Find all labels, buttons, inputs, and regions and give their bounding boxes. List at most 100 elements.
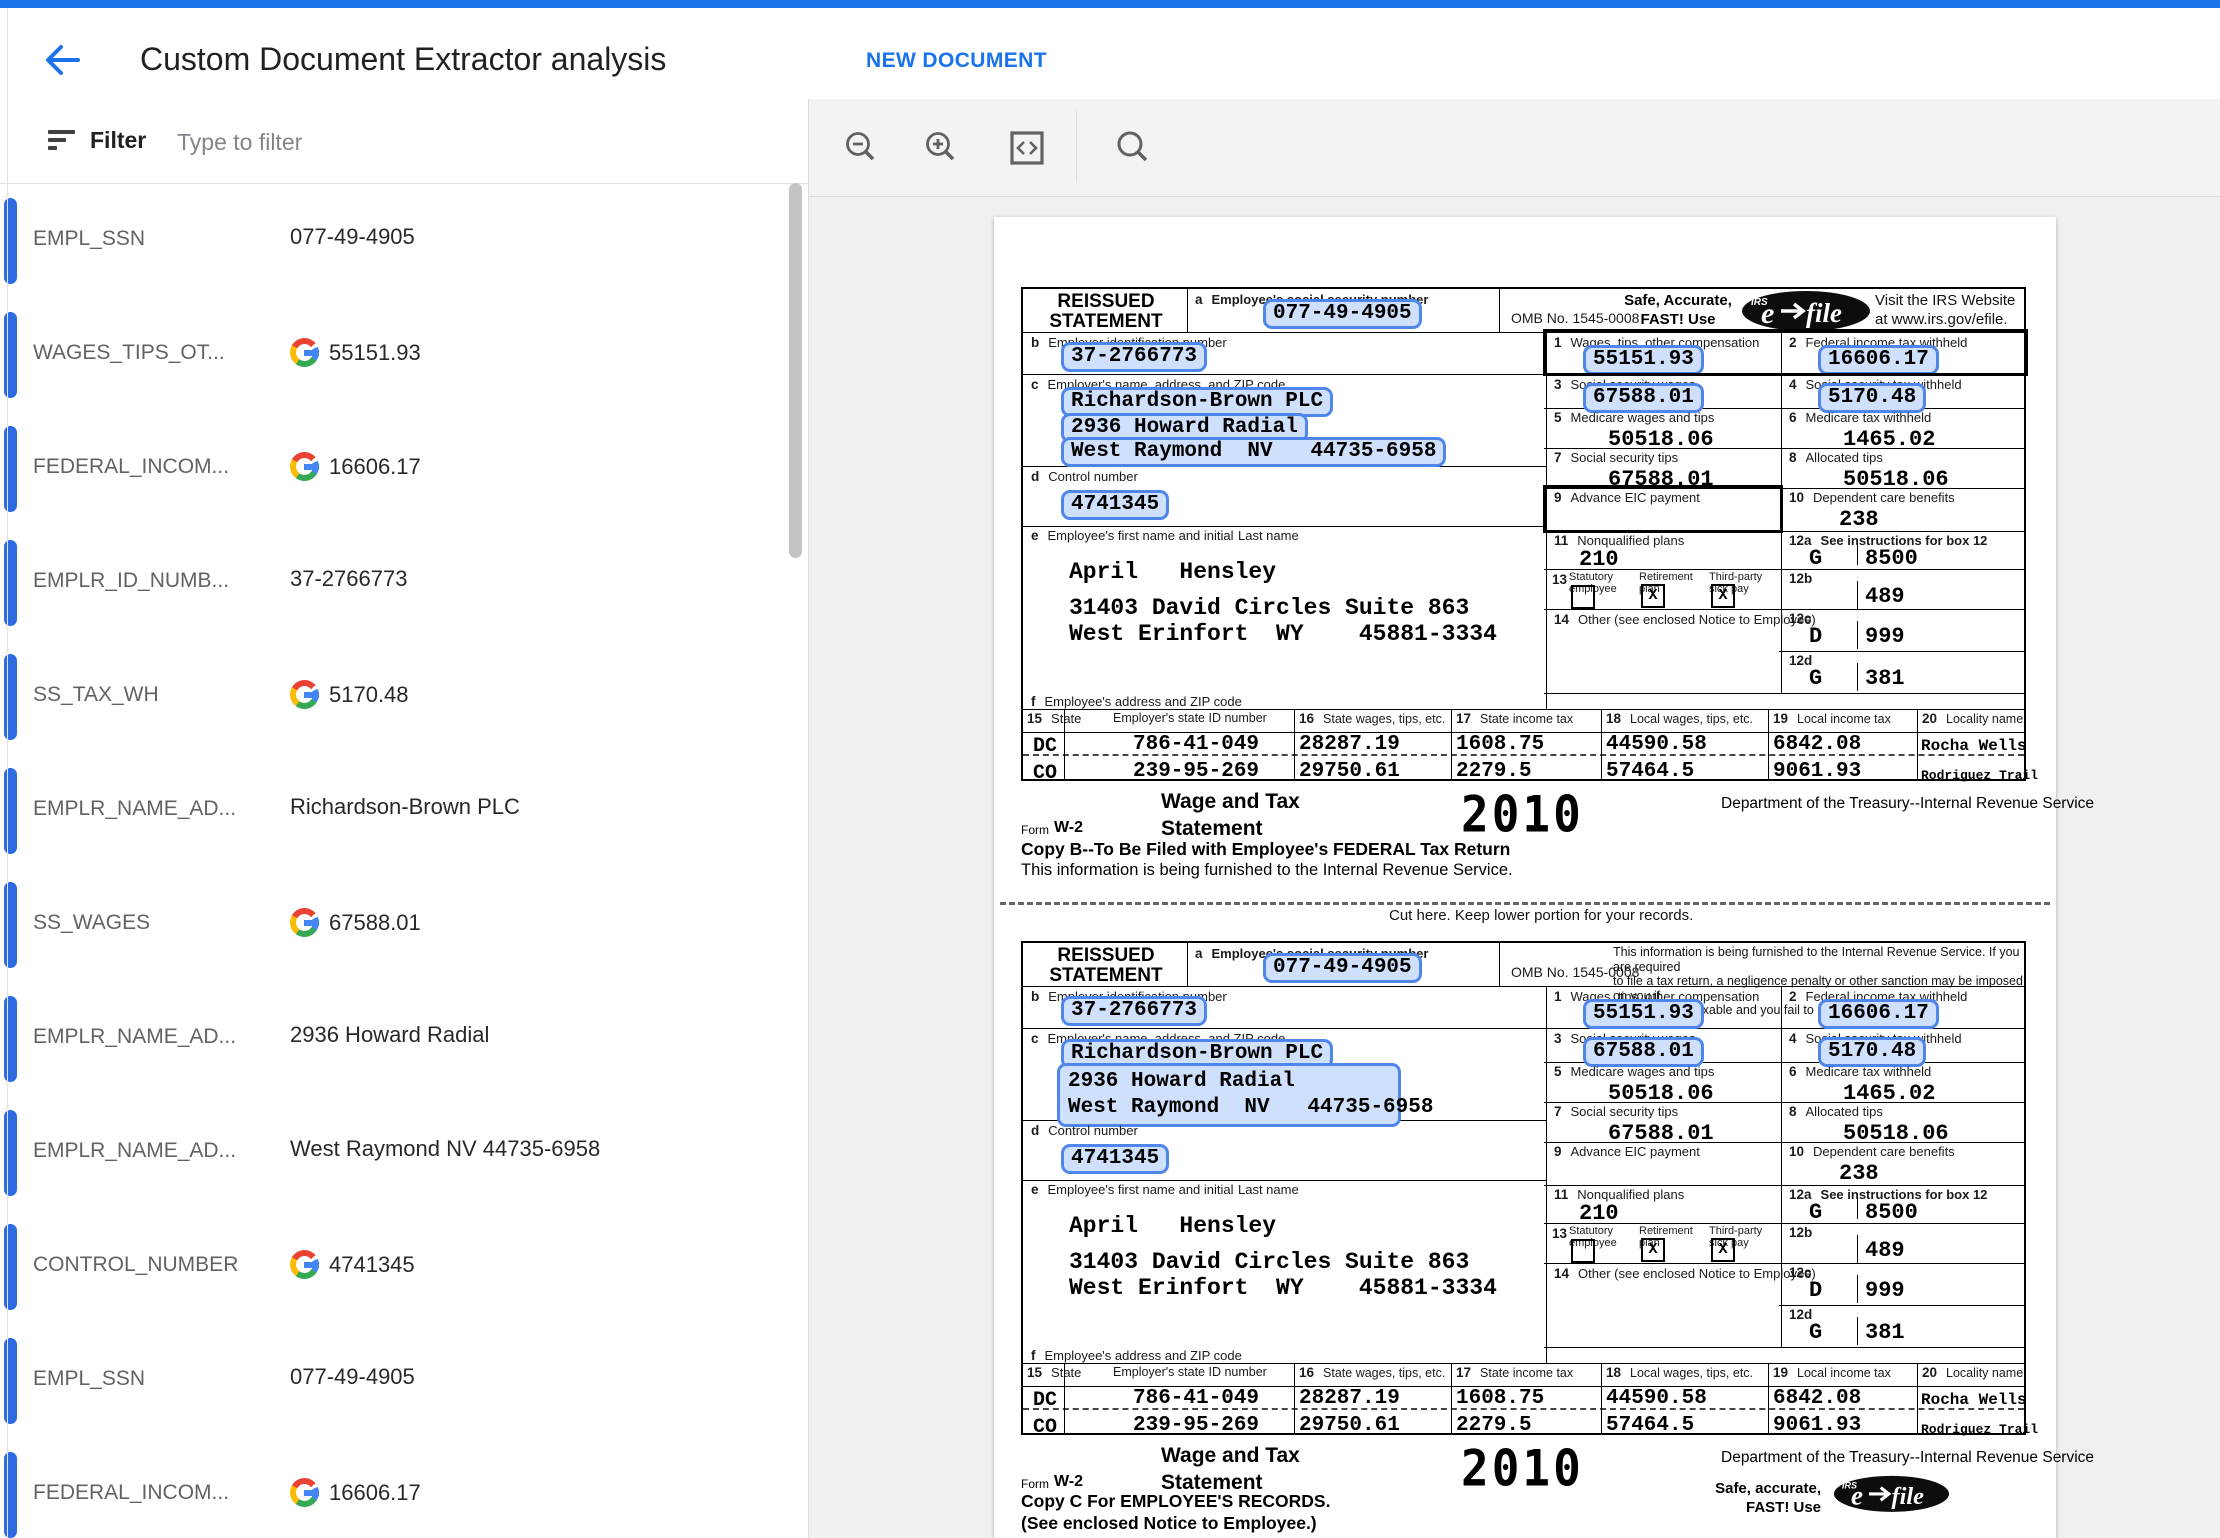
filter-label: Filter xyxy=(90,127,147,153)
entity-highlight[interactable]: 4741345 xyxy=(1061,490,1170,520)
field-value: 16606.17 xyxy=(290,1478,421,1507)
entity-highlight[interactable]: 077-49-4905 xyxy=(1263,299,1422,329)
w2-value: 1608.75 xyxy=(1456,733,1545,756)
field-label: SS_TAX_WH xyxy=(33,683,159,706)
w2-year: 2010 xyxy=(1461,1438,1584,1498)
w2-box-label: 12c xyxy=(1789,1265,1812,1280)
entity-highlight[interactable]: 5170.48 xyxy=(1818,1037,1927,1067)
w2-value: 44590.58 xyxy=(1606,1387,1707,1410)
w2-value: G xyxy=(1809,546,1823,571)
w2-value: 239-95-269 xyxy=(1133,1414,1260,1437)
w2-value: 9061.93 xyxy=(1773,760,1862,783)
back-arrow-icon[interactable] xyxy=(36,34,88,86)
w2-value: 2279.5 xyxy=(1456,760,1532,783)
field-row[interactable]: EMPLR_ID_NUMB... 37-2766773 xyxy=(0,526,790,640)
w2-box-label: 17 State income tax xyxy=(1456,1365,1574,1380)
entity-highlight[interactable]: 4741345 xyxy=(1061,1144,1170,1174)
field-row[interactable]: EMPLR_NAME_AD... Richardson-Brown PLC xyxy=(0,754,790,868)
entity-highlight[interactable]: 16606.17 xyxy=(1818,345,1939,375)
field-list-scrollbar[interactable] xyxy=(789,183,802,558)
field-value: 077-49-4905 xyxy=(290,1364,415,1390)
new-document-button[interactable]: NEW DOCUMENT xyxy=(866,49,1047,72)
w2-value: 489 xyxy=(1865,584,1905,609)
field-row[interactable]: EMPLR_NAME_AD... West Raymond NV 44735-69… xyxy=(0,1096,790,1210)
app-header: Custom Document Extractor analysis NEW D… xyxy=(0,8,2220,100)
w2-box-label: 15 State xyxy=(1027,1365,1082,1380)
field-value-text: West Raymond NV 44735-6958 xyxy=(290,1136,601,1161)
field-row[interactable]: SS_WAGES 67588.01 xyxy=(0,868,790,982)
entity-highlight[interactable]: 5170.48 xyxy=(1818,383,1927,413)
field-row[interactable]: WAGES_TIPS_OT... 55151.93 xyxy=(0,298,790,412)
entity-highlight[interactable]: 67588.01 xyxy=(1583,383,1704,413)
w2-locality: Rodriguez Trail xyxy=(1921,768,2039,783)
entity-highlight[interactable]: West Raymond NV 44735-6958 xyxy=(1061,437,1447,467)
search-icon[interactable] xyxy=(1111,126,1155,170)
w2-grid-line xyxy=(1781,332,1782,693)
field-highlight-bar xyxy=(4,198,17,284)
panel-left-border xyxy=(7,8,8,1538)
entity-highlight[interactable]: 55151.93 xyxy=(1583,345,1704,375)
filter-row: Filter xyxy=(0,99,808,184)
w2-box-label: 20 Locality name xyxy=(1922,711,2024,726)
w2-grid-line xyxy=(1544,488,2024,489)
w2-value: D xyxy=(1809,1278,1823,1303)
w2-value: 50518.06 xyxy=(1843,467,1949,492)
w2-wage-tax-title: Wage and Tax Statement xyxy=(1161,790,1300,840)
w2-checkbox xyxy=(1571,1239,1595,1263)
w2-value: 786-41-049 xyxy=(1133,1387,1260,1410)
field-row[interactable]: SS_TAX_WH 5170.48 xyxy=(0,640,790,754)
w2-value: G xyxy=(1809,1320,1823,1345)
field-value-text: 16606.17 xyxy=(329,1479,421,1505)
field-row[interactable]: EMPL_SSN 077-49-4905 xyxy=(0,1324,790,1438)
entity-highlight[interactable]: 077-49-4905 xyxy=(1263,953,1422,983)
w2-value: West Erinfort WY 45881-3334 xyxy=(1069,621,1497,647)
w2-12-divider xyxy=(1857,1317,1858,1345)
field-row[interactable]: FEDERAL_INCOM... 16606.17 xyxy=(0,412,790,526)
entity-highlight[interactable]: 37-2766773 xyxy=(1061,342,1208,372)
efile-logo: IRS e file xyxy=(1833,1475,1950,1513)
field-label: EMPLR_NAME_AD... xyxy=(33,1025,237,1048)
zoom-out-icon[interactable] xyxy=(839,126,883,170)
code-view-icon[interactable] xyxy=(1005,126,1049,170)
field-value-text: 077-49-4905 xyxy=(290,1364,415,1389)
field-row[interactable]: FEDERAL_INCOM... 16606.17 xyxy=(0,1438,790,1538)
w2-grid-line xyxy=(1779,651,2024,652)
field-value: 077-49-4905 xyxy=(290,224,415,250)
entity-highlight[interactable]: 16606.17 xyxy=(1818,999,1939,1029)
field-row[interactable]: EMPLR_NAME_AD... 2936 Howard Radial xyxy=(0,982,790,1096)
w2-value: DC xyxy=(1033,1389,1058,1412)
w2-box-label: Employer's state ID number xyxy=(1113,1365,1267,1379)
field-value-text: 55151.93 xyxy=(329,339,421,365)
toolbar-divider xyxy=(1076,111,1077,183)
w2-checkbox: X xyxy=(1711,1238,1735,1262)
w2-value: 50518.06 xyxy=(1608,427,1714,452)
field-highlight-bar xyxy=(4,426,17,512)
w2-grid-line xyxy=(1187,289,1188,332)
extracted-fields-panel: Filter EMPL_SSN 077-49-4905 WAGES_TIPS_OT.… xyxy=(0,99,808,1538)
w2-form-word: Form xyxy=(1021,823,1049,837)
w2-value: 67588.01 xyxy=(1608,467,1714,492)
zoom-in-icon[interactable] xyxy=(919,126,963,170)
entity-highlight[interactable]: 67588.01 xyxy=(1583,1037,1704,1067)
field-label: EMPLR_NAME_AD... xyxy=(33,1139,237,1162)
w2-value: 210 xyxy=(1579,547,1619,572)
field-row[interactable]: EMPL_SSN 077-49-4905 xyxy=(0,184,790,298)
field-value-text: 4741345 xyxy=(329,1251,415,1277)
w2-grid-line xyxy=(1781,986,1782,1347)
w2-value: G xyxy=(1809,1200,1823,1225)
entity-highlight[interactable]: 55151.93 xyxy=(1583,999,1704,1029)
w2-grid-line xyxy=(1544,609,2024,610)
field-highlight-bar xyxy=(4,1338,17,1424)
w2-grid-line xyxy=(1023,709,2024,710)
w2-value: DC xyxy=(1033,735,1058,758)
entity-highlight-group[interactable]: 2936 Howard Radial West Raymond NV 44735-… xyxy=(1057,1063,1433,1127)
w2-value: 381 xyxy=(1865,1320,1905,1345)
field-row[interactable]: CONTROL_NUMBER 4741345 xyxy=(0,1210,790,1324)
filter-input[interactable] xyxy=(175,121,679,163)
w2-department: Department of the Treasury--Internal Rev… xyxy=(1721,1449,2095,1466)
entity-highlight[interactable]: 37-2766773 xyxy=(1061,996,1208,1026)
w2-grid-line xyxy=(1779,1305,2024,1306)
w2-box-label: 11 Nonqualified plans xyxy=(1554,533,1685,548)
